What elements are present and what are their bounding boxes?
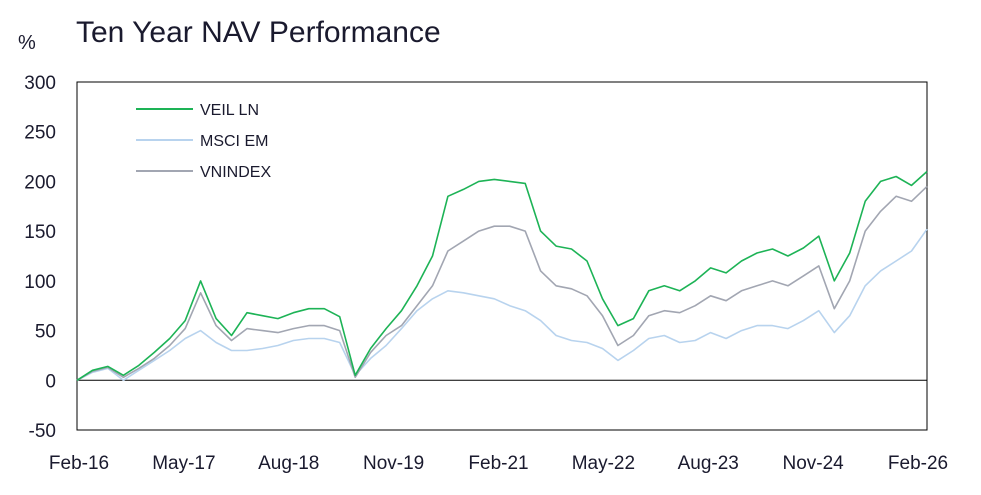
x-tick-label: Aug-23 — [678, 453, 739, 474]
series-lines — [76, 170, 928, 382]
series-line-veil-ln — [76, 170, 928, 381]
y-tick-label: 300 — [24, 73, 56, 94]
x-tick-label: Feb-26 — [888, 453, 948, 474]
legend: VEIL LN MSCI EM VNINDEX — [136, 102, 271, 181]
x-tick-label: Nov-19 — [363, 453, 424, 474]
legend-label-msci-em: MSCI EM — [200, 133, 268, 150]
x-tick-label: Aug-18 — [258, 453, 319, 474]
x-tick-label: Feb-16 — [49, 453, 109, 474]
y-axis-unit-label: % — [18, 32, 36, 54]
legend-label-vnindex: VNINDEX — [200, 164, 271, 181]
y-tick-label: 150 — [24, 222, 56, 243]
y-tick-label: 250 — [24, 123, 56, 144]
x-tick-label: Feb-21 — [468, 453, 528, 474]
series-line-vnindex — [76, 185, 928, 381]
plot-area-frame — [76, 81, 928, 431]
x-tick-label: May-22 — [572, 453, 635, 474]
legend-label-veil-ln: VEIL LN — [200, 102, 259, 119]
y-axis-ticks: 300 250 200 150 100 50 0 -50 — [24, 73, 56, 442]
y-tick-label: 50 — [35, 322, 56, 343]
y-tick-label: -50 — [29, 421, 56, 442]
x-tick-label: May-17 — [152, 453, 215, 474]
series-line-msci-em — [76, 228, 928, 382]
y-tick-label: 100 — [24, 272, 56, 293]
chart-title: Ten Year NAV Performance — [76, 16, 441, 49]
x-axis-ticks: Feb-16 May-17 Aug-18 Nov-19 Feb-21 May-22 Aug-… — [49, 453, 948, 474]
y-tick-label: 0 — [45, 371, 56, 392]
y-tick-label: 200 — [24, 172, 56, 193]
x-tick-label: Nov-24 — [783, 453, 845, 474]
